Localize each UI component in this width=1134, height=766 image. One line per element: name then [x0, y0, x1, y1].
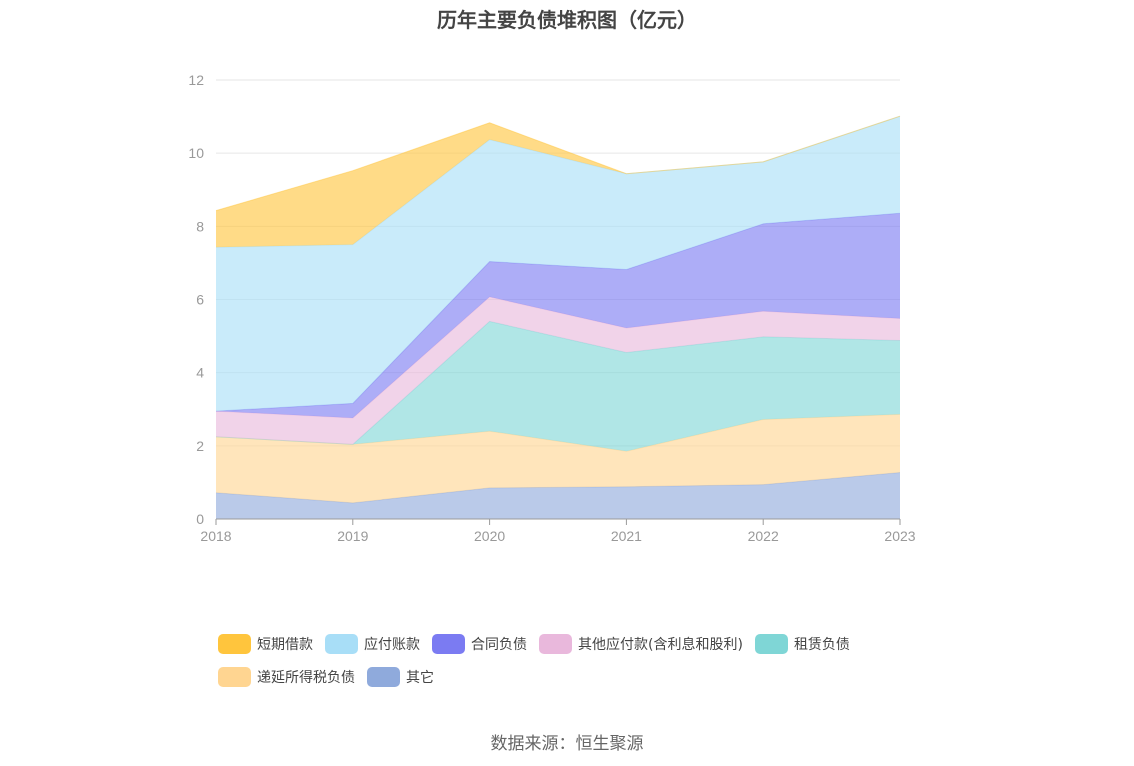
area-series-edge-2	[215, 320, 901, 445]
x-tick-label: 2020	[474, 528, 505, 544]
area-series-edge-6	[215, 115, 901, 212]
legend-swatch	[325, 634, 358, 654]
legend-label: 其它	[406, 670, 434, 686]
legend-label: 递延所得税负债	[257, 670, 355, 686]
legend-label: 合同负债	[471, 637, 527, 653]
area-series-2	[216, 321, 900, 452]
y-tick-label: 6	[196, 292, 204, 308]
legend-item[interactable]: 其它	[367, 667, 434, 687]
legend-swatch	[432, 634, 465, 654]
x-tick-label: 2022	[748, 528, 779, 544]
data-source-note: 数据来源：恒生聚源	[490, 734, 644, 754]
legend-label: 其他应付款(含利息和股利)	[578, 637, 743, 653]
legend-label: 短期借款	[257, 637, 313, 653]
area-series-6	[216, 116, 900, 248]
y-tick-label: 0	[196, 511, 204, 527]
legend-row-1: 短期借款 应付账款 合同负债 其他应付款(含利息和股利) 租赁负债	[218, 632, 938, 656]
chart-title: 历年主要负债堆积图（亿元）	[437, 8, 697, 32]
y-tick-label: 8	[196, 218, 204, 234]
legend-row-2: 递延所得税负债 其它	[218, 665, 938, 689]
legend-item[interactable]: 其他应付款(含利息和股利)	[539, 634, 743, 654]
legend-label: 应付账款	[364, 637, 420, 653]
x-tick-label: 2019	[337, 528, 368, 544]
legend-item[interactable]: 租赁负债	[754, 634, 850, 654]
y-tick-label: 12	[188, 72, 204, 88]
legend-item[interactable]: 递延所得税负债	[218, 667, 355, 687]
legend: 短期借款 应付账款 合同负债 其他应付款(含利息和股利) 租赁负债 递延所得税负债 其它	[218, 632, 938, 698]
legend-swatch	[218, 667, 251, 687]
legend-swatch	[539, 634, 572, 654]
x-tick-label: 2023	[884, 528, 915, 544]
y-tick-label: 10	[188, 145, 204, 161]
legend-label: 租赁负债	[793, 637, 850, 653]
x-tick-label: 2021	[611, 528, 642, 544]
legend-item[interactable]: 合同负债	[432, 634, 527, 654]
legend-swatch	[367, 667, 400, 687]
legend-swatch	[754, 634, 788, 654]
y-tick-label: 4	[196, 365, 204, 381]
area-series-4	[216, 213, 900, 418]
area-series-edge-0	[215, 472, 901, 504]
legend-item[interactable]: 短期借款	[218, 634, 313, 654]
area-series-3	[216, 296, 900, 445]
x-tick-label: 2018	[200, 528, 231, 544]
area-series	[215, 115, 901, 519]
y-tick-label: 2	[196, 438, 204, 454]
legend-item[interactable]: 应付账款	[325, 634, 420, 654]
area-series-0	[216, 472, 900, 519]
area-series-5	[216, 116, 900, 412]
legend-swatch	[218, 634, 251, 654]
axes: 0 2 4 6 8 10 12 2018 2019 2020 2021 2022 2023	[188, 72, 915, 544]
area-series-1	[216, 414, 900, 503]
